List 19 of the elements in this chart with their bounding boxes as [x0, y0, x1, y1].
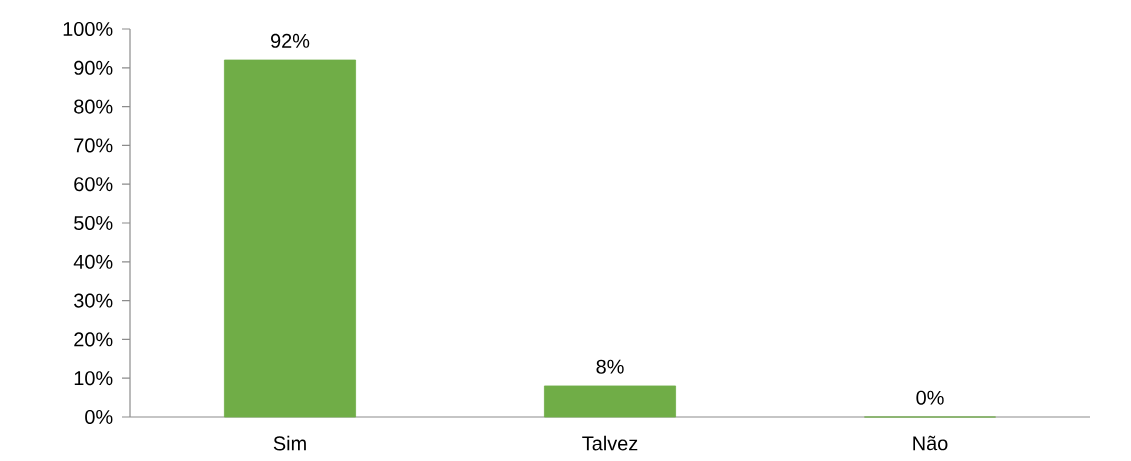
- y-tick-label: 30%: [74, 293, 113, 308]
- y-tick-label: 90%: [74, 60, 113, 75]
- bar: [544, 385, 677, 418]
- data-label: 8%: [596, 359, 624, 374]
- x-tick-label: Sim: [273, 435, 306, 451]
- y-tick-label: 60%: [74, 177, 113, 192]
- y-tick-label: 100%: [63, 21, 113, 37]
- y-tick-label: 80%: [74, 99, 113, 114]
- data-label: 92%: [271, 33, 310, 48]
- bar: [224, 59, 356, 418]
- y-tick-label: 70%: [74, 138, 113, 153]
- y-tick-label: 10%: [74, 371, 113, 386]
- y-tick-label: 50%: [74, 215, 113, 231]
- y-tick-label: 0%: [85, 409, 113, 425]
- x-tick-label: Talvez: [582, 435, 638, 451]
- data-label: 0%: [916, 390, 944, 405]
- y-tick-label: 40%: [73, 254, 113, 269]
- y-tick-label: 20%: [74, 332, 113, 347]
- x-tick-label: Não: [913, 435, 948, 451]
